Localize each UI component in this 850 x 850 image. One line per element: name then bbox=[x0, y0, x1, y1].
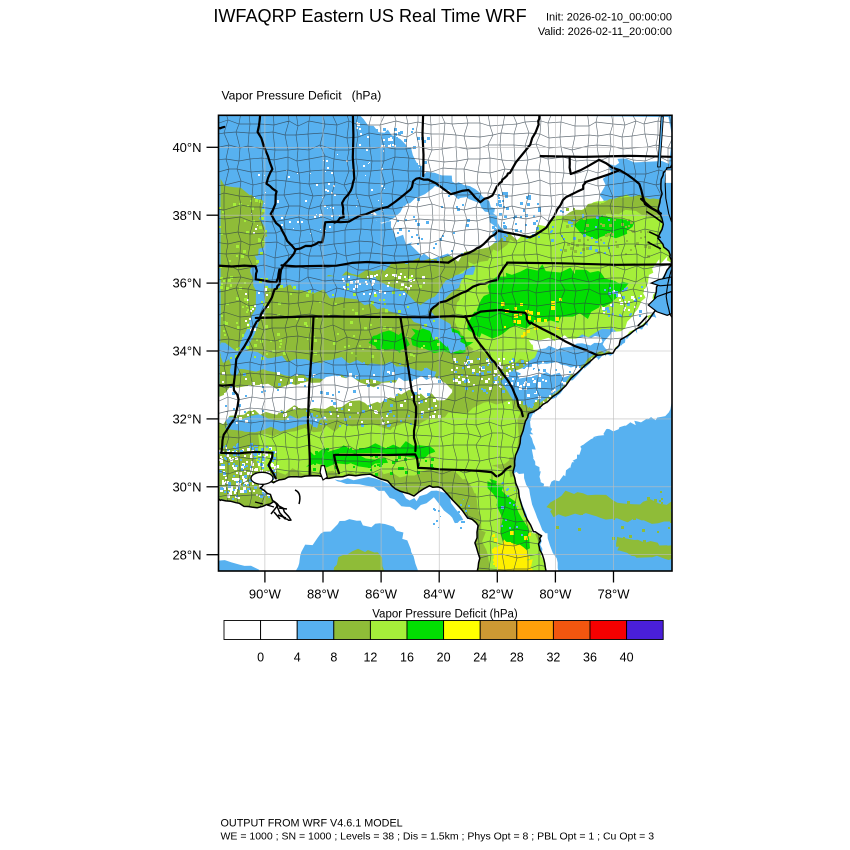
svg-text:24: 24 bbox=[473, 651, 487, 665]
svg-text:30°N: 30°N bbox=[172, 479, 201, 494]
svg-text:OUTPUT FROM WRF V4.6.1 MODEL: OUTPUT FROM WRF V4.6.1 MODEL bbox=[221, 818, 403, 830]
svg-text:IWFAQRP Eastern US Real Time W: IWFAQRP Eastern US Real Time WRF bbox=[213, 6, 526, 26]
svg-text:Vapor Pressure Deficit (hPa): Vapor Pressure Deficit (hPa) bbox=[222, 89, 382, 103]
svg-text:34°N: 34°N bbox=[172, 344, 201, 359]
svg-text:40: 40 bbox=[620, 651, 634, 665]
svg-text:12: 12 bbox=[363, 651, 377, 665]
svg-text:0: 0 bbox=[257, 651, 264, 665]
svg-text:82°W: 82°W bbox=[481, 587, 514, 602]
svg-text:28: 28 bbox=[510, 651, 524, 665]
svg-text:36°N: 36°N bbox=[172, 276, 201, 291]
svg-text:Init: 2026-02-10_00:00:00: Init: 2026-02-10_00:00:00 bbox=[546, 12, 672, 24]
svg-text:40°N: 40°N bbox=[172, 140, 201, 155]
svg-text:88°W: 88°W bbox=[307, 587, 340, 602]
svg-text:90°W: 90°W bbox=[249, 587, 282, 602]
svg-text:84°W: 84°W bbox=[423, 587, 456, 602]
svg-text:36: 36 bbox=[583, 651, 597, 665]
svg-text:4: 4 bbox=[294, 651, 301, 665]
svg-text:32: 32 bbox=[546, 651, 560, 665]
svg-text:86°W: 86°W bbox=[365, 587, 398, 602]
svg-text:8: 8 bbox=[330, 651, 337, 665]
svg-text:28°N: 28°N bbox=[172, 547, 201, 562]
svg-text:WE = 1000 ; SN = 1000 ; Levels: WE = 1000 ; SN = 1000 ; Levels = 38 ; Di… bbox=[221, 830, 655, 842]
svg-text:20: 20 bbox=[437, 651, 451, 665]
svg-text:16: 16 bbox=[400, 651, 414, 665]
svg-text:80°W: 80°W bbox=[539, 587, 572, 602]
svg-text:38°N: 38°N bbox=[172, 208, 201, 223]
svg-text:Vapor Pressure Deficit (hPa): Vapor Pressure Deficit (hPa) bbox=[372, 609, 518, 621]
svg-text:Valid: 2026-02-11_20:00:00: Valid: 2026-02-11_20:00:00 bbox=[538, 26, 672, 38]
svg-text:32°N: 32°N bbox=[172, 412, 201, 427]
svg-text:78°W: 78°W bbox=[598, 587, 631, 602]
